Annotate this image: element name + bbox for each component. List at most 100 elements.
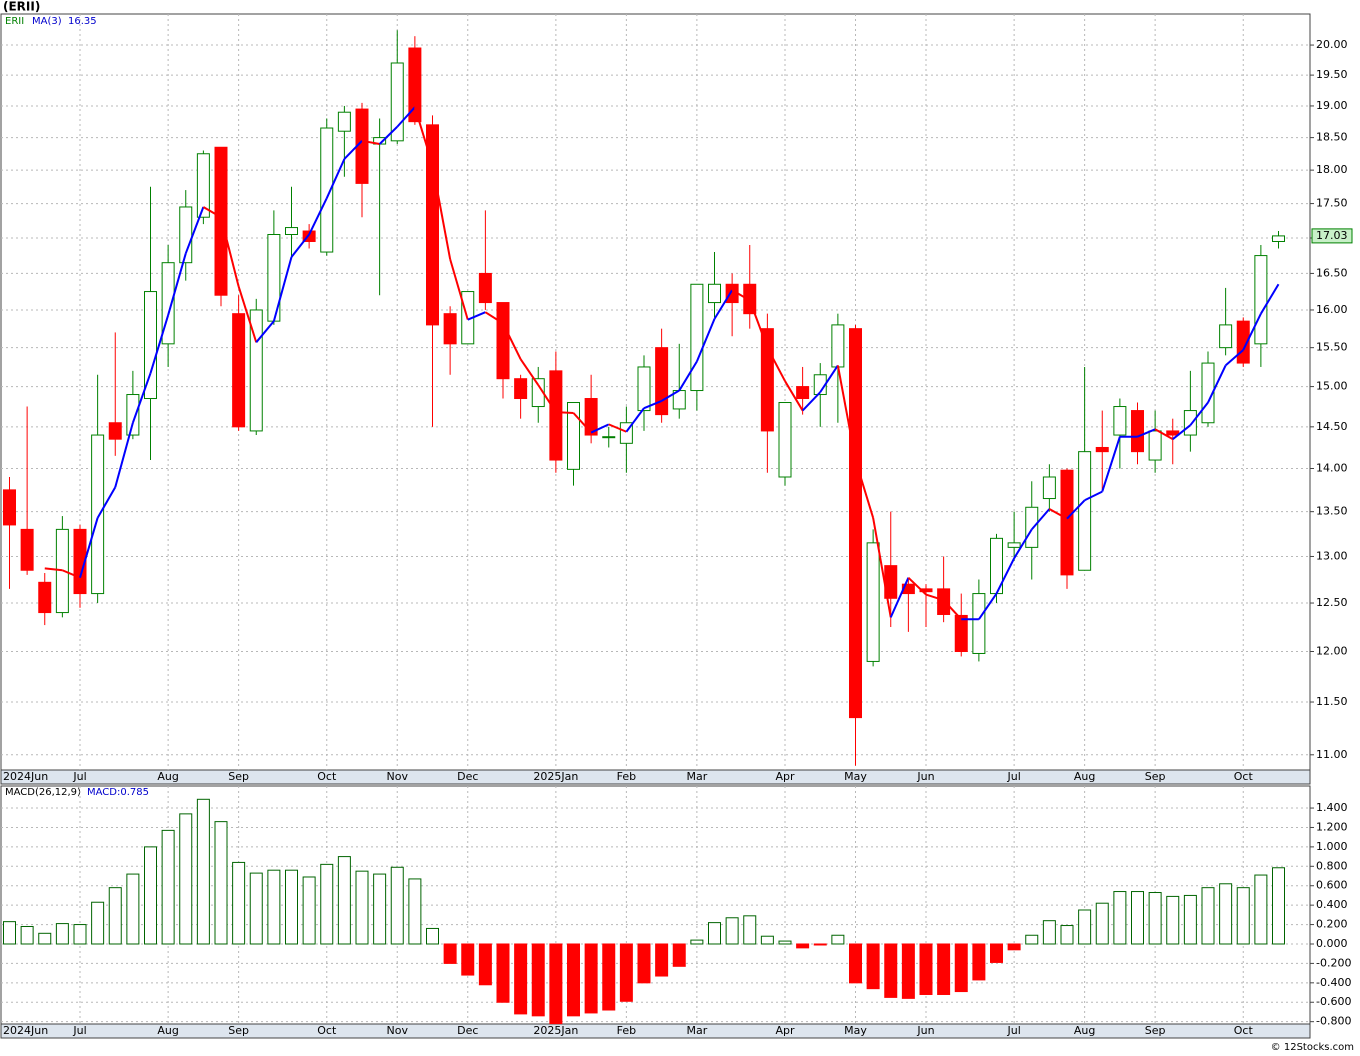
- ma-segment: [131, 372, 152, 424]
- macd-bar: [567, 943, 580, 1017]
- macd-bar: [514, 943, 528, 1015]
- y-tick-label: 0.400: [1316, 898, 1348, 911]
- macd-bar: [144, 846, 157, 945]
- ma-segment: [889, 577, 910, 618]
- macd-bar: [426, 927, 439, 945]
- ma-segment: [1030, 508, 1051, 531]
- ma-segment: [519, 358, 540, 386]
- candle-body: [1113, 406, 1127, 436]
- y-tick-label: -0.600: [1316, 995, 1351, 1008]
- x-tick-label: Jul: [1006, 770, 1020, 783]
- candle-body: [866, 542, 880, 662]
- x-tick-label: Aug: [1074, 770, 1095, 783]
- ma-segment: [925, 593, 944, 602]
- last-price-box: [1311, 228, 1353, 244]
- macd-bar: [602, 943, 616, 1011]
- x-tick-label: Mar: [686, 770, 707, 783]
- candle-body: [1219, 324, 1233, 349]
- macd-bar: [954, 943, 968, 993]
- candle-body: [831, 324, 845, 368]
- y-tick-label: 18.00: [1316, 163, 1348, 176]
- ma-segment: [272, 256, 293, 322]
- ma-segment: [695, 318, 716, 362]
- candle-body: [232, 313, 246, 428]
- ma-segment: [290, 233, 310, 258]
- candle-body: [778, 402, 792, 478]
- macd-bar: [1254, 874, 1268, 945]
- x-tick-label: Jul: [1006, 1024, 1020, 1037]
- candle-body: [337, 111, 351, 132]
- y-tick-label: 0.600: [1316, 879, 1348, 892]
- ma-segment: [1207, 364, 1227, 403]
- y-tick-label: 0.200: [1316, 918, 1348, 931]
- macd-bar: [919, 943, 933, 995]
- macd-bar: [813, 943, 827, 946]
- macd-bar: [549, 943, 563, 1025]
- x-tick-label: 2024Jun: [3, 770, 48, 783]
- x-tick-label: Apr: [775, 770, 795, 783]
- candle-body: [937, 588, 951, 615]
- ma-segment: [1013, 528, 1033, 559]
- x-tick-label: Mar: [686, 1024, 707, 1037]
- candle-body: [390, 62, 404, 142]
- ma-segment: [748, 300, 769, 349]
- macd-bar: [214, 821, 228, 945]
- y-tick-label: 12.00: [1316, 644, 1348, 657]
- candle-body: [602, 436, 616, 439]
- macd-bar: [249, 872, 263, 945]
- ma-segment: [431, 164, 452, 260]
- candle-body: [408, 47, 422, 123]
- ma-segment: [502, 322, 522, 360]
- macd-bar: [1201, 887, 1215, 945]
- macd-bar: [20, 926, 34, 945]
- ma-segment: [661, 389, 680, 402]
- ma-segment: [713, 289, 733, 320]
- macd-bar: [461, 943, 475, 976]
- ma-segment: [784, 380, 804, 412]
- candle-body: [1166, 430, 1180, 436]
- ma-segment: [1066, 499, 1086, 520]
- ma-segment: [678, 361, 698, 392]
- macd-bar: [619, 943, 633, 1002]
- macd-bar: [73, 924, 87, 945]
- ma-segment: [184, 206, 205, 254]
- candle-body: [584, 398, 598, 436]
- ma-segment: [484, 311, 504, 325]
- last-price-label: 17.03: [1316, 229, 1348, 242]
- x-tick-label: Jul: [72, 1024, 86, 1037]
- macd-bar: [1236, 887, 1250, 945]
- x-tick-label: Feb: [617, 1024, 636, 1037]
- date-strip: [0, 1023, 1311, 1039]
- ma-segment: [325, 158, 346, 199]
- candle-body: [73, 528, 87, 595]
- ma-segment: [167, 253, 187, 316]
- ma-segment: [1260, 283, 1280, 315]
- y-tick-label: 1.200: [1316, 820, 1348, 833]
- ma-segment: [237, 286, 258, 343]
- macd-bar: [496, 943, 510, 1003]
- candle-body: [849, 328, 862, 719]
- y-tick-label: 14.00: [1316, 461, 1348, 474]
- candle-body: [1060, 469, 1074, 576]
- ma-segment: [854, 459, 875, 519]
- candle-body: [708, 283, 721, 304]
- x-tick-label: Oct: [1234, 1024, 1254, 1037]
- ma-segment: [202, 206, 222, 219]
- ma-segment: [1172, 424, 1191, 440]
- macd-bar: [408, 878, 422, 945]
- candle-body: [478, 272, 492, 304]
- macd-bar: [760, 935, 774, 945]
- macd-bar: [884, 943, 898, 998]
- ma-segment: [149, 314, 170, 374]
- candle-body: [655, 347, 669, 416]
- macd-bar: [708, 922, 721, 945]
- macd-bar: [443, 943, 457, 964]
- legend-entry: MACD(26,12,9): [5, 787, 81, 798]
- ma-segment: [44, 567, 63, 572]
- y-tick-label: 14.50: [1316, 420, 1348, 433]
- candle-body: [690, 283, 704, 392]
- macd-bar: [672, 943, 686, 967]
- macd-bar: [901, 943, 915, 999]
- ma-segment: [1084, 490, 1103, 502]
